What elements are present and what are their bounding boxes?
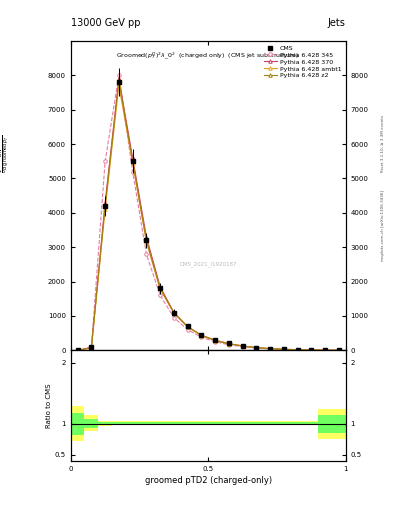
Text: $\frac{1}{\sigma}\frac{dN}{d\,\mathrm{groomed}\,p_T}$: $\frac{1}{\sigma}\frac{dN}{d\,\mathrm{gr… (0, 135, 12, 173)
Text: mcplots.cern.ch [arXiv:1306.3436]: mcplots.cern.ch [arXiv:1306.3436] (381, 190, 385, 261)
Text: CMS_2021_I1920187: CMS_2021_I1920187 (180, 261, 237, 267)
Text: 13000 GeV pp: 13000 GeV pp (71, 18, 140, 28)
Legend: CMS, Pythia 6.428 345, Pythia 6.428 370, Pythia 6.428 ambt1, Pythia 6.428 z2: CMS, Pythia 6.428 345, Pythia 6.428 370,… (263, 44, 343, 80)
Text: Rivet 3.1.10, ≥ 3.3M events: Rivet 3.1.10, ≥ 3.3M events (381, 115, 385, 172)
Text: Groomed$(p_T^D)^2\lambda\_0^2$  (charged only)  (CMS jet substructure): Groomed$(p_T^D)^2\lambda\_0^2$ (charged … (116, 50, 300, 61)
Text: Jets: Jets (328, 18, 346, 28)
Y-axis label: Ratio to CMS: Ratio to CMS (46, 383, 52, 428)
X-axis label: groomed pTD2 (charged-only): groomed pTD2 (charged-only) (145, 476, 272, 485)
